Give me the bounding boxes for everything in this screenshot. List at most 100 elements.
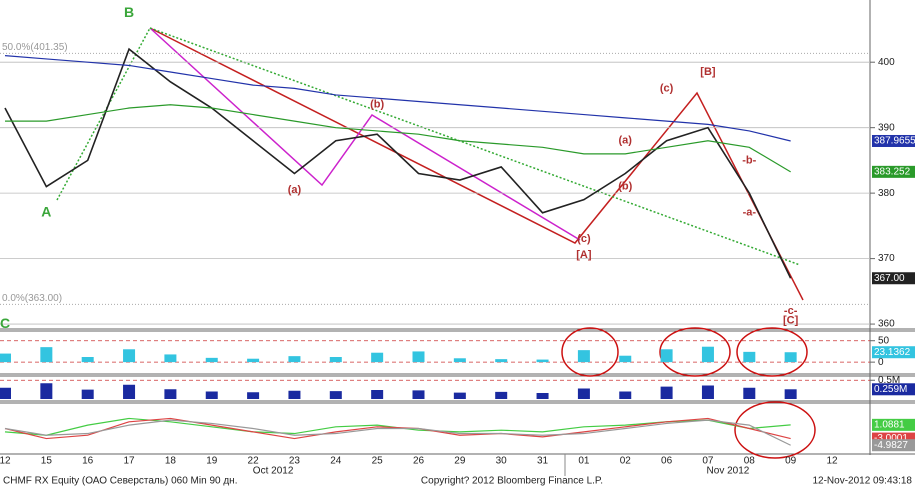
bar: [205, 357, 218, 363]
bar: [701, 346, 714, 363]
series-line: [4, 417, 791, 440]
series-line: [4, 47, 792, 279]
y-tick-label: 400: [878, 57, 895, 68]
y-tick-label: 0: [878, 357, 884, 368]
last-value-label: 383.252: [874, 166, 911, 177]
wave-label: [C]: [783, 315, 799, 327]
bar: [329, 391, 342, 399]
x-tick-label: 24: [330, 456, 342, 467]
wave-label: A: [41, 203, 51, 219]
y-tick-label: 0.5M: [878, 375, 900, 386]
bar: [247, 358, 260, 363]
wave-label: B: [124, 4, 134, 20]
x-tick-label: 16: [82, 456, 94, 467]
bar: [81, 357, 94, 363]
level-label: 0.0%(363.00): [2, 293, 62, 304]
bar: [371, 390, 384, 399]
bar: [40, 347, 53, 363]
bar: [784, 389, 797, 399]
last-value-box: [872, 346, 915, 359]
bar: [619, 391, 632, 399]
wave-label: -a-: [743, 207, 757, 219]
bar: [412, 351, 425, 363]
month-label: Oct 2012: [253, 466, 294, 477]
x-tick-label: 30: [496, 456, 508, 467]
bar: [453, 358, 466, 363]
wave-label: [A]: [576, 249, 592, 261]
level-label: 50.0%(401.35): [2, 42, 68, 53]
footer-left: CHMF RX Equity (ОАО Северсталь) 060 Min …: [3, 476, 237, 487]
last-value-box: [872, 272, 915, 285]
highlight-circles: [561, 327, 816, 459]
wave-label: (a): [288, 184, 302, 196]
last-value-label: -3.0001: [874, 433, 908, 444]
bar: [329, 357, 342, 363]
bar: [577, 350, 590, 363]
bar: [288, 390, 301, 399]
series-line: [4, 55, 791, 142]
wave-label: (c): [660, 82, 674, 94]
x-tick-label: 07: [702, 456, 714, 467]
wave-lines: [56, 27, 804, 301]
x-tick-label: 09: [785, 456, 797, 467]
last-value-label: 23.1362: [874, 347, 911, 358]
bar: [701, 385, 714, 399]
footer-center: Copyright? 2012 Bloomberg Finance L.P.: [421, 476, 603, 487]
bar: [247, 392, 260, 399]
x-tick-label: 26: [413, 456, 425, 467]
wave-label: (c): [577, 233, 591, 245]
y-tick-label: 360: [878, 319, 895, 330]
x-tick-label: 22: [248, 456, 260, 467]
last-value-label: -4.9827: [874, 440, 908, 451]
bar: [743, 351, 756, 363]
bar: [660, 386, 673, 399]
last-value-box: [872, 418, 915, 431]
x-tick-label: 23: [289, 456, 301, 467]
y-tick-label: 50: [878, 335, 890, 346]
bar: [164, 354, 177, 363]
bar: [0, 353, 11, 363]
bar: [619, 355, 632, 363]
y-tick-label: 380: [878, 188, 895, 199]
wave-label: [B]: [700, 66, 716, 78]
x-tick-label: 12: [826, 456, 838, 467]
bar: [371, 352, 384, 363]
last-value-box: [872, 134, 915, 147]
bar: [536, 359, 549, 363]
wave-label: (b): [618, 180, 632, 192]
bar: [205, 391, 218, 399]
series-line: [4, 419, 791, 446]
bar: [784, 352, 797, 363]
x-tick-label: 25: [372, 456, 384, 467]
bar: [123, 349, 136, 363]
bar: [81, 389, 94, 399]
bar: [0, 387, 11, 399]
month-label: Nov 2012: [707, 466, 750, 477]
wave-label: (b): [370, 99, 384, 111]
series-line: [5, 104, 791, 173]
x-tick-label: 01: [578, 456, 590, 467]
x-tick-label: 02: [620, 456, 632, 467]
bar: [164, 389, 177, 399]
wave-label: -c-: [784, 305, 798, 317]
x-tick-label: 15: [41, 456, 53, 467]
wave-label: (a): [619, 135, 633, 147]
last-value-label: 1.0881: [874, 419, 905, 430]
bar: [495, 359, 508, 363]
x-tick-label: 19: [206, 456, 218, 467]
last-value-box: [872, 439, 915, 452]
x-tick-label: 17: [123, 456, 135, 467]
x-tick-label: 31: [537, 456, 549, 467]
bar: [453, 392, 466, 399]
last-value-label: 367.00: [874, 273, 905, 284]
bar: [288, 356, 301, 363]
last-value-box: [872, 165, 915, 178]
bar: [660, 349, 673, 363]
wave-label: -b-: [742, 154, 756, 166]
bar: [40, 383, 53, 399]
y-tick-label: 370: [878, 253, 895, 264]
bar: [536, 393, 549, 399]
x-tick-label: 06: [661, 456, 673, 467]
bar: [577, 388, 590, 399]
